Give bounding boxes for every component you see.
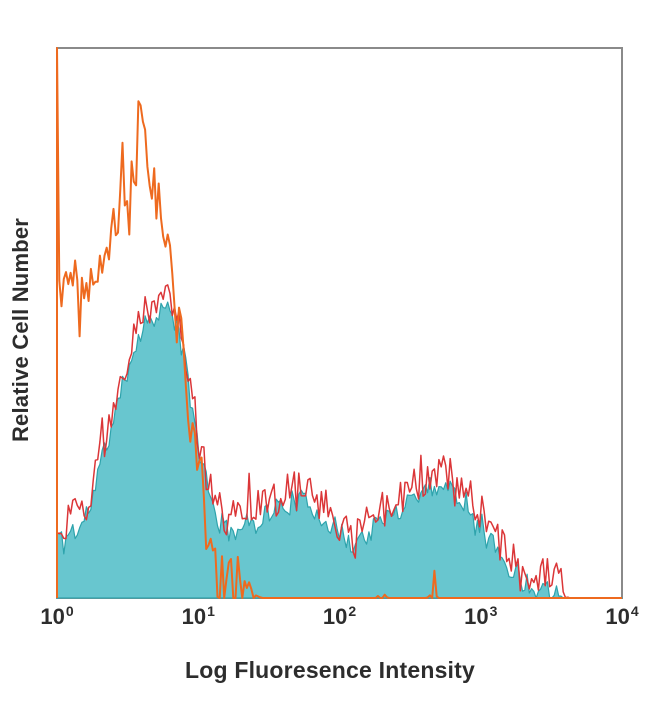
x-tick-label-10e3: 103 (464, 603, 498, 629)
x-tick-label-10e1: 101 (181, 603, 215, 629)
x-tick-exponent: 0 (65, 603, 74, 619)
x-tick-label-10e4: 104 (605, 603, 639, 629)
y-axis-title: Relative Cell Number (8, 217, 33, 443)
x-tick-label-10e2: 102 (322, 603, 357, 629)
stained-outline-histogram (56, 284, 622, 599)
stained-filled-histogram (56, 301, 623, 599)
control-open-histogram (56, 47, 622, 599)
x-tick-exponent: 2 (348, 603, 357, 619)
x-tick-exponent: 3 (489, 603, 498, 619)
x-tick-label-10e0: 100 (40, 603, 74, 629)
x-axis-title: Log Fluoresence Intensity (185, 657, 475, 683)
x-tick-exponent: 1 (207, 603, 215, 619)
x-tick-exponent: 4 (630, 603, 639, 619)
